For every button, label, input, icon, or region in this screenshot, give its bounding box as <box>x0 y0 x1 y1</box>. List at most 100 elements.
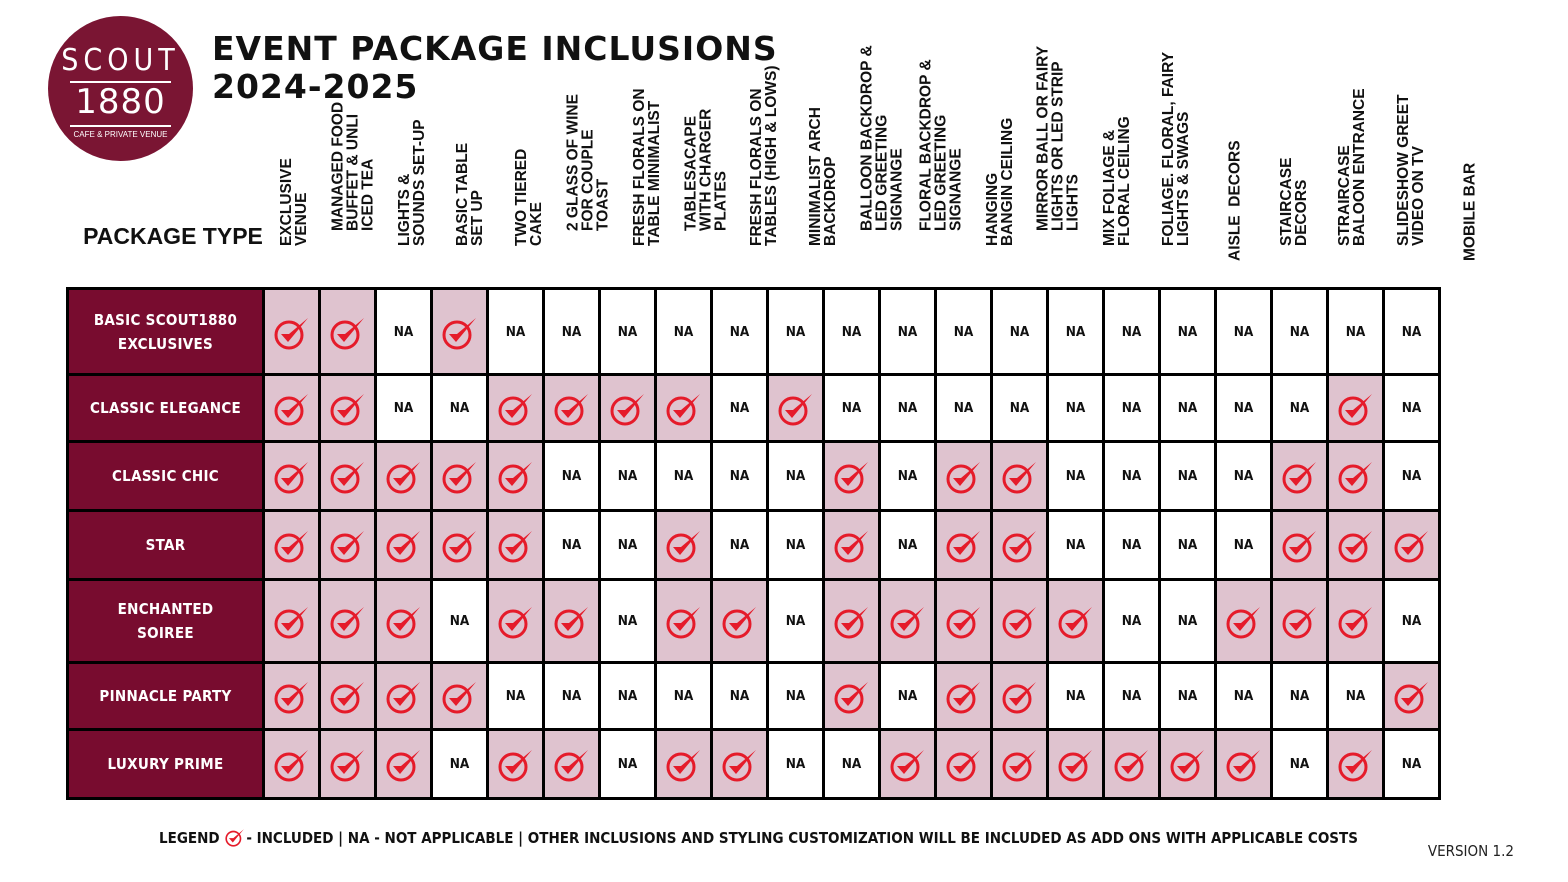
package-name: LUXURY PRIME <box>66 728 265 800</box>
included-cell <box>374 509 433 581</box>
not-applicable-cell: NA <box>878 440 937 512</box>
included-cell <box>934 578 993 664</box>
check-circle-icon <box>610 394 644 426</box>
not-applicable-cell: NA <box>1382 287 1441 376</box>
not-applicable-cell: NA <box>1326 287 1385 376</box>
column-header-label: STRAIRCASE BALOON ENTRANCE <box>1336 88 1369 246</box>
package-name: CLASSIC ELEGANCE <box>66 373 265 443</box>
column-header-label: 2 GLASS OF WINE FOR COUPLE TOAST <box>564 94 612 231</box>
not-applicable-cell: NA <box>598 578 657 664</box>
included-cell <box>1326 509 1385 581</box>
column-header-label: BASIC TABLE SET UP <box>454 142 487 246</box>
included-cell <box>822 509 881 581</box>
not-applicable-cell: NA <box>1046 373 1105 443</box>
not-applicable-cell: NA <box>1102 661 1161 731</box>
legend: LEGEND - INCLUDED | NA - NOT APPLICABLE … <box>159 826 1358 848</box>
included-cell <box>318 373 377 443</box>
check-circle-icon <box>1338 394 1372 426</box>
column-header: MIRROR BALL OR FAIRY LIGHTS OR LED STRIP… <box>1029 40 1087 276</box>
not-applicable-cell: NA <box>430 578 489 664</box>
included-cell <box>262 728 321 800</box>
check-circle-icon <box>274 750 308 782</box>
table-row: ENCHANTED SOIREE NA NA NA NA NA NA <box>66 578 1441 664</box>
not-applicable-cell: NA <box>878 661 937 731</box>
check-circle-icon <box>386 607 420 639</box>
check-circle-icon <box>1394 531 1428 563</box>
included-cell <box>318 287 377 376</box>
check-circle-icon <box>666 394 700 426</box>
not-applicable-cell: NA <box>598 661 657 731</box>
check-circle-icon <box>1338 750 1372 782</box>
not-applicable-cell: NA <box>710 440 769 512</box>
check-circle-icon <box>274 317 308 349</box>
not-applicable-cell: NA <box>542 661 601 731</box>
column-header: EXCLUSIVE VENUE <box>265 40 323 276</box>
check-circle-icon <box>498 607 532 639</box>
not-applicable-cell: NA <box>430 728 489 800</box>
not-applicable-cell: NA <box>1270 728 1329 800</box>
column-header: STAIRCASE DECORS <box>1265 40 1323 276</box>
included-cell <box>878 728 937 800</box>
table-row: PINNACLE PARTY NA NA NA NA NA NA NA NA NA NA NA NA NA <box>66 661 1441 731</box>
check-circle-icon <box>498 531 532 563</box>
check-circle-icon <box>274 682 308 714</box>
table-row: LUXURY PRIME NA NA NA NA NA NA <box>66 728 1441 800</box>
check-circle-icon <box>274 462 308 494</box>
check-circle-icon <box>442 317 476 349</box>
legend-prefix: LEGEND <box>159 829 225 847</box>
package-name: STAR <box>66 509 265 581</box>
column-header-label: FRESH FLORALS ON TABLE MINIMALIST <box>630 88 663 246</box>
included-cell <box>990 509 1049 581</box>
included-cell <box>542 728 601 800</box>
check-circle-icon <box>1002 462 1036 494</box>
not-applicable-cell: NA <box>934 287 993 376</box>
check-circle-icon <box>554 394 588 426</box>
included-cell <box>710 578 769 664</box>
included-cell <box>1326 373 1385 443</box>
check-circle-icon <box>330 607 364 639</box>
not-applicable-cell: NA <box>1382 373 1441 443</box>
included-cell <box>934 509 993 581</box>
column-header: 2 GLASS OF WINE FOR COUPLE TOAST <box>559 40 617 276</box>
not-applicable-cell: NA <box>654 661 713 731</box>
not-applicable-cell: NA <box>542 287 601 376</box>
column-header-label: TWO TIERED CAKE <box>513 148 546 246</box>
check-circle-icon <box>442 462 476 494</box>
check-circle-icon <box>442 531 476 563</box>
included-cell <box>934 661 993 731</box>
not-applicable-cell: NA <box>598 509 657 581</box>
included-cell <box>822 440 881 512</box>
column-header-label: TABLESACAPE WITH CHARGER PLATES <box>682 108 730 231</box>
logo-divider <box>70 81 171 83</box>
included-cell <box>262 509 321 581</box>
included-cell <box>318 440 377 512</box>
not-applicable-cell: NA <box>766 661 825 731</box>
check-circle-icon <box>778 394 812 426</box>
check-circle-icon <box>1282 607 1316 639</box>
included-cell <box>766 373 825 443</box>
table-row: CLASSIC ELEGANCE NA NA NA NA NA NA NA NA NA NA NA NA… <box>66 373 1441 443</box>
check-circle-icon <box>1058 750 1092 782</box>
not-applicable-cell: NA <box>710 373 769 443</box>
included-cell <box>822 661 881 731</box>
check-circle-icon <box>330 750 364 782</box>
page-title-line1: EVENT PACKAGE INCLUSIONS <box>212 29 778 68</box>
not-applicable-cell: NA <box>1382 728 1441 800</box>
column-header-label: AISLE DECORS <box>1226 140 1244 261</box>
included-cell <box>990 661 1049 731</box>
check-circle-icon <box>274 531 308 563</box>
column-header-label: FOLIAGE. FLORAL, FAIRY LIGHTS & SWAGS <box>1160 51 1192 246</box>
column-header-label: MIRROR BALL OR FAIRY LIGHTS OR LED STRIP… <box>1034 45 1082 231</box>
included-cell <box>1326 578 1385 664</box>
not-applicable-cell: NA <box>542 509 601 581</box>
not-applicable-cell: NA <box>374 287 433 376</box>
included-cell <box>374 578 433 664</box>
not-applicable-cell: NA <box>990 287 1049 376</box>
check-circle-icon <box>386 462 420 494</box>
column-header: BALLOON BACKDROP & LED GREETING SIGNANGE <box>853 40 911 276</box>
not-applicable-cell: NA <box>1046 440 1105 512</box>
included-cell <box>654 728 713 800</box>
included-cell <box>934 728 993 800</box>
included-cell <box>542 578 601 664</box>
not-applicable-cell: NA <box>654 440 713 512</box>
